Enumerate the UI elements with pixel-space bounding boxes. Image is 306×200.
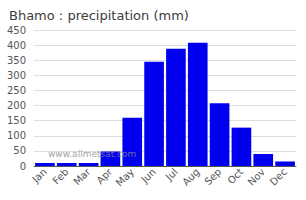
svg-text:Apr: Apr <box>94 165 115 186</box>
svg-text:0: 0 <box>20 161 26 172</box>
svg-text:150: 150 <box>7 115 26 126</box>
svg-text:Jul: Jul <box>163 166 180 183</box>
svg-text:Dec: Dec <box>268 166 289 187</box>
svg-text:250: 250 <box>7 85 26 96</box>
svg-text:300: 300 <box>7 70 26 81</box>
svg-text:350: 350 <box>7 55 26 66</box>
svg-text:100: 100 <box>7 130 26 141</box>
svg-text:Feb: Feb <box>50 166 70 186</box>
svg-text:Jun: Jun <box>138 166 158 186</box>
svg-text:www.allmetsat.com: www.allmetsat.com <box>48 149 136 159</box>
svg-text:May: May <box>114 166 136 188</box>
svg-text:Sep: Sep <box>202 166 223 187</box>
svg-text:Aug: Aug <box>180 166 202 188</box>
svg-text:400: 400 <box>7 40 26 51</box>
svg-text:200: 200 <box>7 100 26 111</box>
svg-text:Oct: Oct <box>225 166 245 186</box>
svg-text:Bhamo : precipitation (mm): Bhamo : precipitation (mm) <box>9 8 189 23</box>
svg-text:50: 50 <box>13 145 26 156</box>
svg-text:450: 450 <box>7 25 26 36</box>
svg-text:Nov: Nov <box>246 166 268 188</box>
svg-text:Mar: Mar <box>71 165 93 187</box>
svg-text:Jan: Jan <box>29 166 48 185</box>
